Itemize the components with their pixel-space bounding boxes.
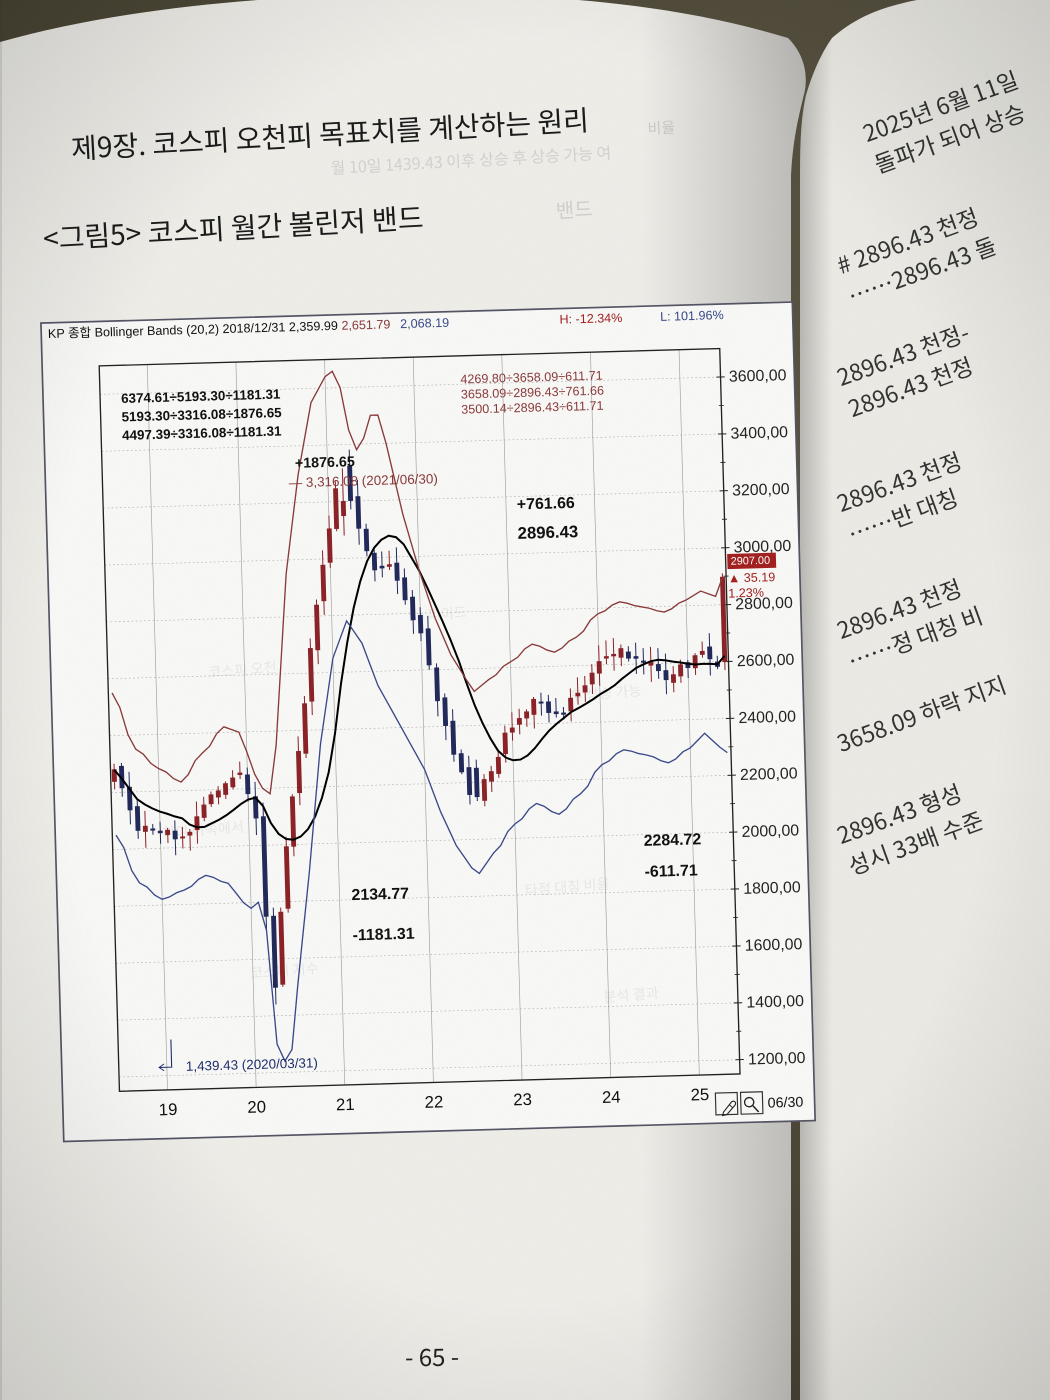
svg-text:23: 23 — [513, 1090, 532, 1110]
svg-text:2000,00: 2000,00 — [741, 822, 799, 841]
svg-text:2400,00: 2400,00 — [738, 709, 796, 728]
svg-text:1600,00: 1600,00 — [745, 936, 803, 955]
svg-text:3400,00: 3400,00 — [730, 424, 788, 443]
svg-text:1200,00: 1200,00 — [748, 1050, 806, 1069]
svg-text:-1181.31: -1181.31 — [352, 926, 415, 945]
svg-text:19: 19 — [158, 1100, 177, 1120]
svg-text:06/30: 06/30 — [767, 1095, 803, 1112]
svg-text:1800,00: 1800,00 — [743, 879, 801, 898]
svg-text:21: 21 — [336, 1095, 355, 1115]
svg-text:22: 22 — [424, 1092, 443, 1112]
svg-text:3200,00: 3200,00 — [732, 481, 790, 500]
svg-text:2896.43: 2896.43 — [517, 522, 578, 543]
svg-text:1.23%: 1.23% — [728, 586, 764, 601]
svg-text:25: 25 — [690, 1085, 709, 1105]
svg-text:20: 20 — [247, 1097, 266, 1117]
svg-text:3600,00: 3600,00 — [729, 367, 787, 386]
svg-text:+1876.65: +1876.65 — [295, 454, 355, 472]
svg-text:2600,00: 2600,00 — [737, 652, 795, 671]
svg-text:2,068.19: 2,068.19 — [400, 316, 449, 331]
svg-text:-611.71: -611.71 — [644, 862, 698, 880]
svg-text:+761.66: +761.66 — [517, 495, 576, 514]
svg-text:2200,00: 2200,00 — [740, 765, 798, 784]
svg-text:2,651.79: 2,651.79 — [341, 317, 390, 332]
svg-text:▲ 35.19: ▲ 35.19 — [728, 570, 776, 585]
svg-text:2284.72: 2284.72 — [643, 831, 701, 850]
svg-text:H: -12.34%: H: -12.34% — [559, 311, 622, 327]
svg-text:1400,00: 1400,00 — [746, 993, 804, 1012]
svg-text:L: 101.96%: L: 101.96% — [660, 308, 724, 324]
svg-text:분석 결과: 분석 결과 — [602, 982, 659, 1007]
svg-text:2907.00: 2907.00 — [731, 555, 771, 568]
svg-text:2134.77: 2134.77 — [351, 886, 409, 905]
svg-text:24: 24 — [602, 1087, 621, 1107]
